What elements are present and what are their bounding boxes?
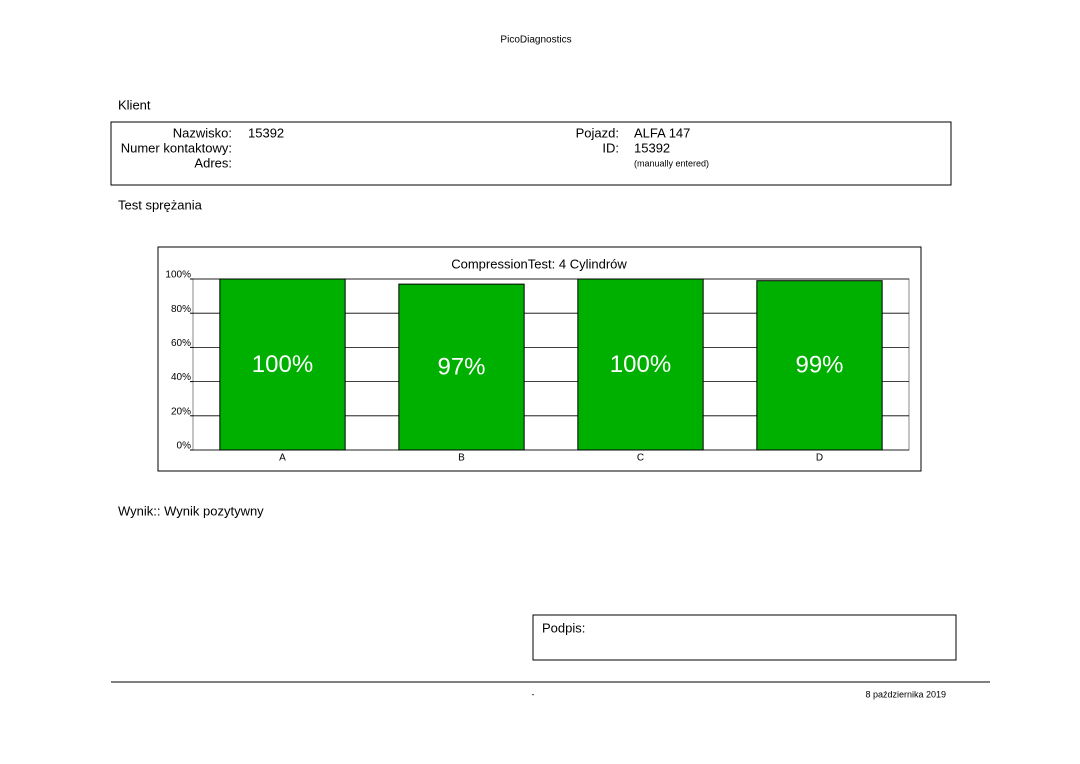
x-tick-label: A [279, 453, 286, 464]
y-tick-label: 60% [171, 338, 191, 349]
y-tick-label: 0% [177, 441, 192, 452]
field-label: Numer kontaktowy: [121, 140, 232, 155]
y-tick-label: 40% [171, 372, 191, 383]
value-label: 99% [795, 352, 843, 379]
x-tick-label: D [816, 453, 823, 464]
x-tick-label: C [637, 453, 644, 464]
footer-date: 8 października 2019 [865, 689, 946, 699]
signature-box [532, 614, 957, 661]
bar [219, 278, 346, 451]
field-label: Nazwisko: [173, 125, 232, 140]
field-label: Adres: [194, 155, 232, 170]
footer-center: - [532, 689, 535, 699]
value-label: 100% [610, 351, 671, 378]
chart-title: CompressionTest: 4 Cylindrów [451, 256, 627, 271]
field-label: ID: [602, 140, 619, 155]
bar [577, 278, 704, 451]
field-value: ALFA 147 [634, 125, 690, 140]
field-value: 15392 [248, 125, 284, 140]
signature-label: Podpis: [542, 620, 585, 635]
chart-frame [157, 246, 922, 472]
test-heading: Test sprężania [118, 197, 203, 212]
client-heading: Klient [118, 97, 151, 112]
y-tick-label: 80% [171, 304, 191, 315]
field-label: Pojazd: [576, 125, 619, 140]
x-tick-label: B [458, 453, 465, 464]
y-tick-label: 20% [171, 406, 191, 417]
result: Wynik:: Wynik pozytywny [118, 503, 264, 518]
value-label: 97% [437, 353, 485, 380]
bar [398, 283, 525, 451]
field-note: (manually entered) [634, 158, 709, 168]
y-tick-label: 100% [165, 270, 191, 281]
client-box [110, 121, 952, 186]
bar [756, 280, 883, 451]
value-label: 100% [252, 351, 313, 378]
field-value: 15392 [634, 140, 670, 155]
page-title: PicoDiagnostics [500, 35, 571, 46]
